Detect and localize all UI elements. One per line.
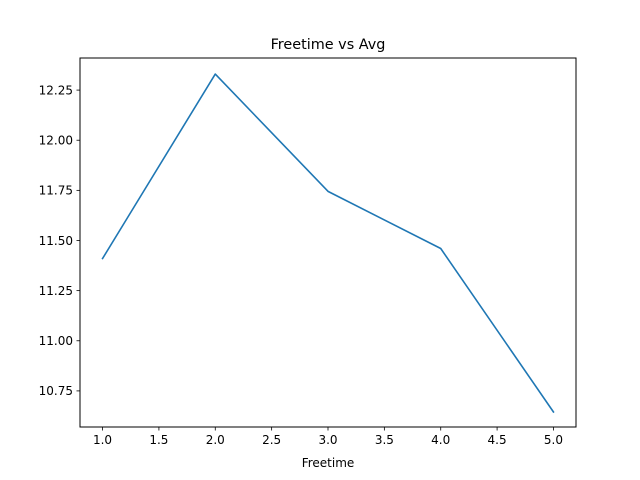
y-tick-label: 11.50 — [39, 234, 73, 248]
plot-frame — [79, 57, 577, 428]
x-axis-ticks: 1.0 1.5 2.0 2.5 3.0 3.5 4.0 4.5 5.0 — [93, 427, 563, 447]
y-tick-label: 10.75 — [39, 384, 73, 398]
x-tick-label: 2.5 — [262, 433, 281, 447]
y-tick-label: 11.25 — [39, 284, 73, 298]
x-tick-label: 1.5 — [149, 433, 168, 447]
y-tick-label: 11.75 — [39, 184, 73, 198]
x-tick-label: 2.0 — [206, 433, 225, 447]
series-layer — [101, 73, 555, 414]
chart-title: Freetime vs Avg — [271, 37, 386, 53]
x-tick-label: 1.0 — [93, 433, 112, 447]
x-tick-label: 5.0 — [544, 433, 563, 447]
x-axis-label: Freetime — [302, 456, 355, 470]
x-tick-label: 4.0 — [431, 433, 450, 447]
x-tick-label: 4.5 — [488, 433, 507, 447]
x-tick-label: 3.0 — [318, 433, 337, 447]
y-tick-label: 12.25 — [39, 83, 73, 97]
series-line — [101, 73, 555, 414]
x-tick-label: 3.5 — [375, 433, 394, 447]
y-axis-ticks: 10.75 11.00 11.25 11.50 11.75 12.00 12.25 — [39, 83, 80, 398]
y-tick-label: 11.00 — [39, 334, 73, 348]
y-tick-label: 12.00 — [39, 134, 73, 148]
